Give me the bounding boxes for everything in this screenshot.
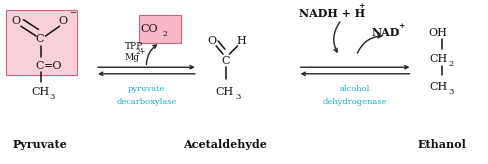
Text: O: O [58, 16, 67, 26]
Text: CH: CH [31, 87, 49, 97]
Text: Pyruvate: Pyruvate [13, 139, 67, 150]
Text: O: O [208, 36, 217, 46]
Text: CH: CH [215, 87, 234, 97]
Text: Mg: Mg [124, 53, 140, 62]
Text: 2+: 2+ [136, 49, 146, 56]
Text: 3: 3 [448, 88, 454, 96]
Text: C: C [36, 61, 44, 71]
Text: O: O [12, 16, 20, 26]
Text: CH: CH [429, 82, 447, 92]
Text: +: + [398, 22, 405, 30]
Text: Ethanol: Ethanol [418, 139, 467, 150]
Text: pyruvate: pyruvate [128, 85, 165, 92]
Text: =O: =O [43, 61, 62, 71]
Text: alcohol: alcohol [340, 85, 370, 92]
Text: Acetaldehyde: Acetaldehyde [183, 139, 267, 150]
Text: NAD: NAD [371, 27, 400, 38]
Text: CO: CO [141, 24, 158, 34]
Text: CH: CH [429, 54, 447, 64]
Text: OH: OH [429, 28, 447, 38]
Bar [6, 10, 77, 75]
Text: NADH + H: NADH + H [299, 8, 365, 19]
Text: C: C [221, 56, 230, 66]
Text: 2: 2 [448, 60, 453, 68]
Text: decarboxylase: decarboxylase [116, 98, 177, 106]
Text: 3: 3 [235, 93, 241, 101]
Text: −: − [69, 9, 76, 17]
Text: dehydrogenase: dehydrogenase [323, 98, 387, 106]
Text: +: + [358, 2, 365, 10]
Text: 3: 3 [49, 93, 55, 101]
Text: 2: 2 [162, 30, 167, 38]
Text: TPP,: TPP, [124, 41, 143, 50]
Text: C: C [36, 34, 44, 44]
Bar [139, 15, 181, 43]
Text: H: H [237, 36, 246, 46]
